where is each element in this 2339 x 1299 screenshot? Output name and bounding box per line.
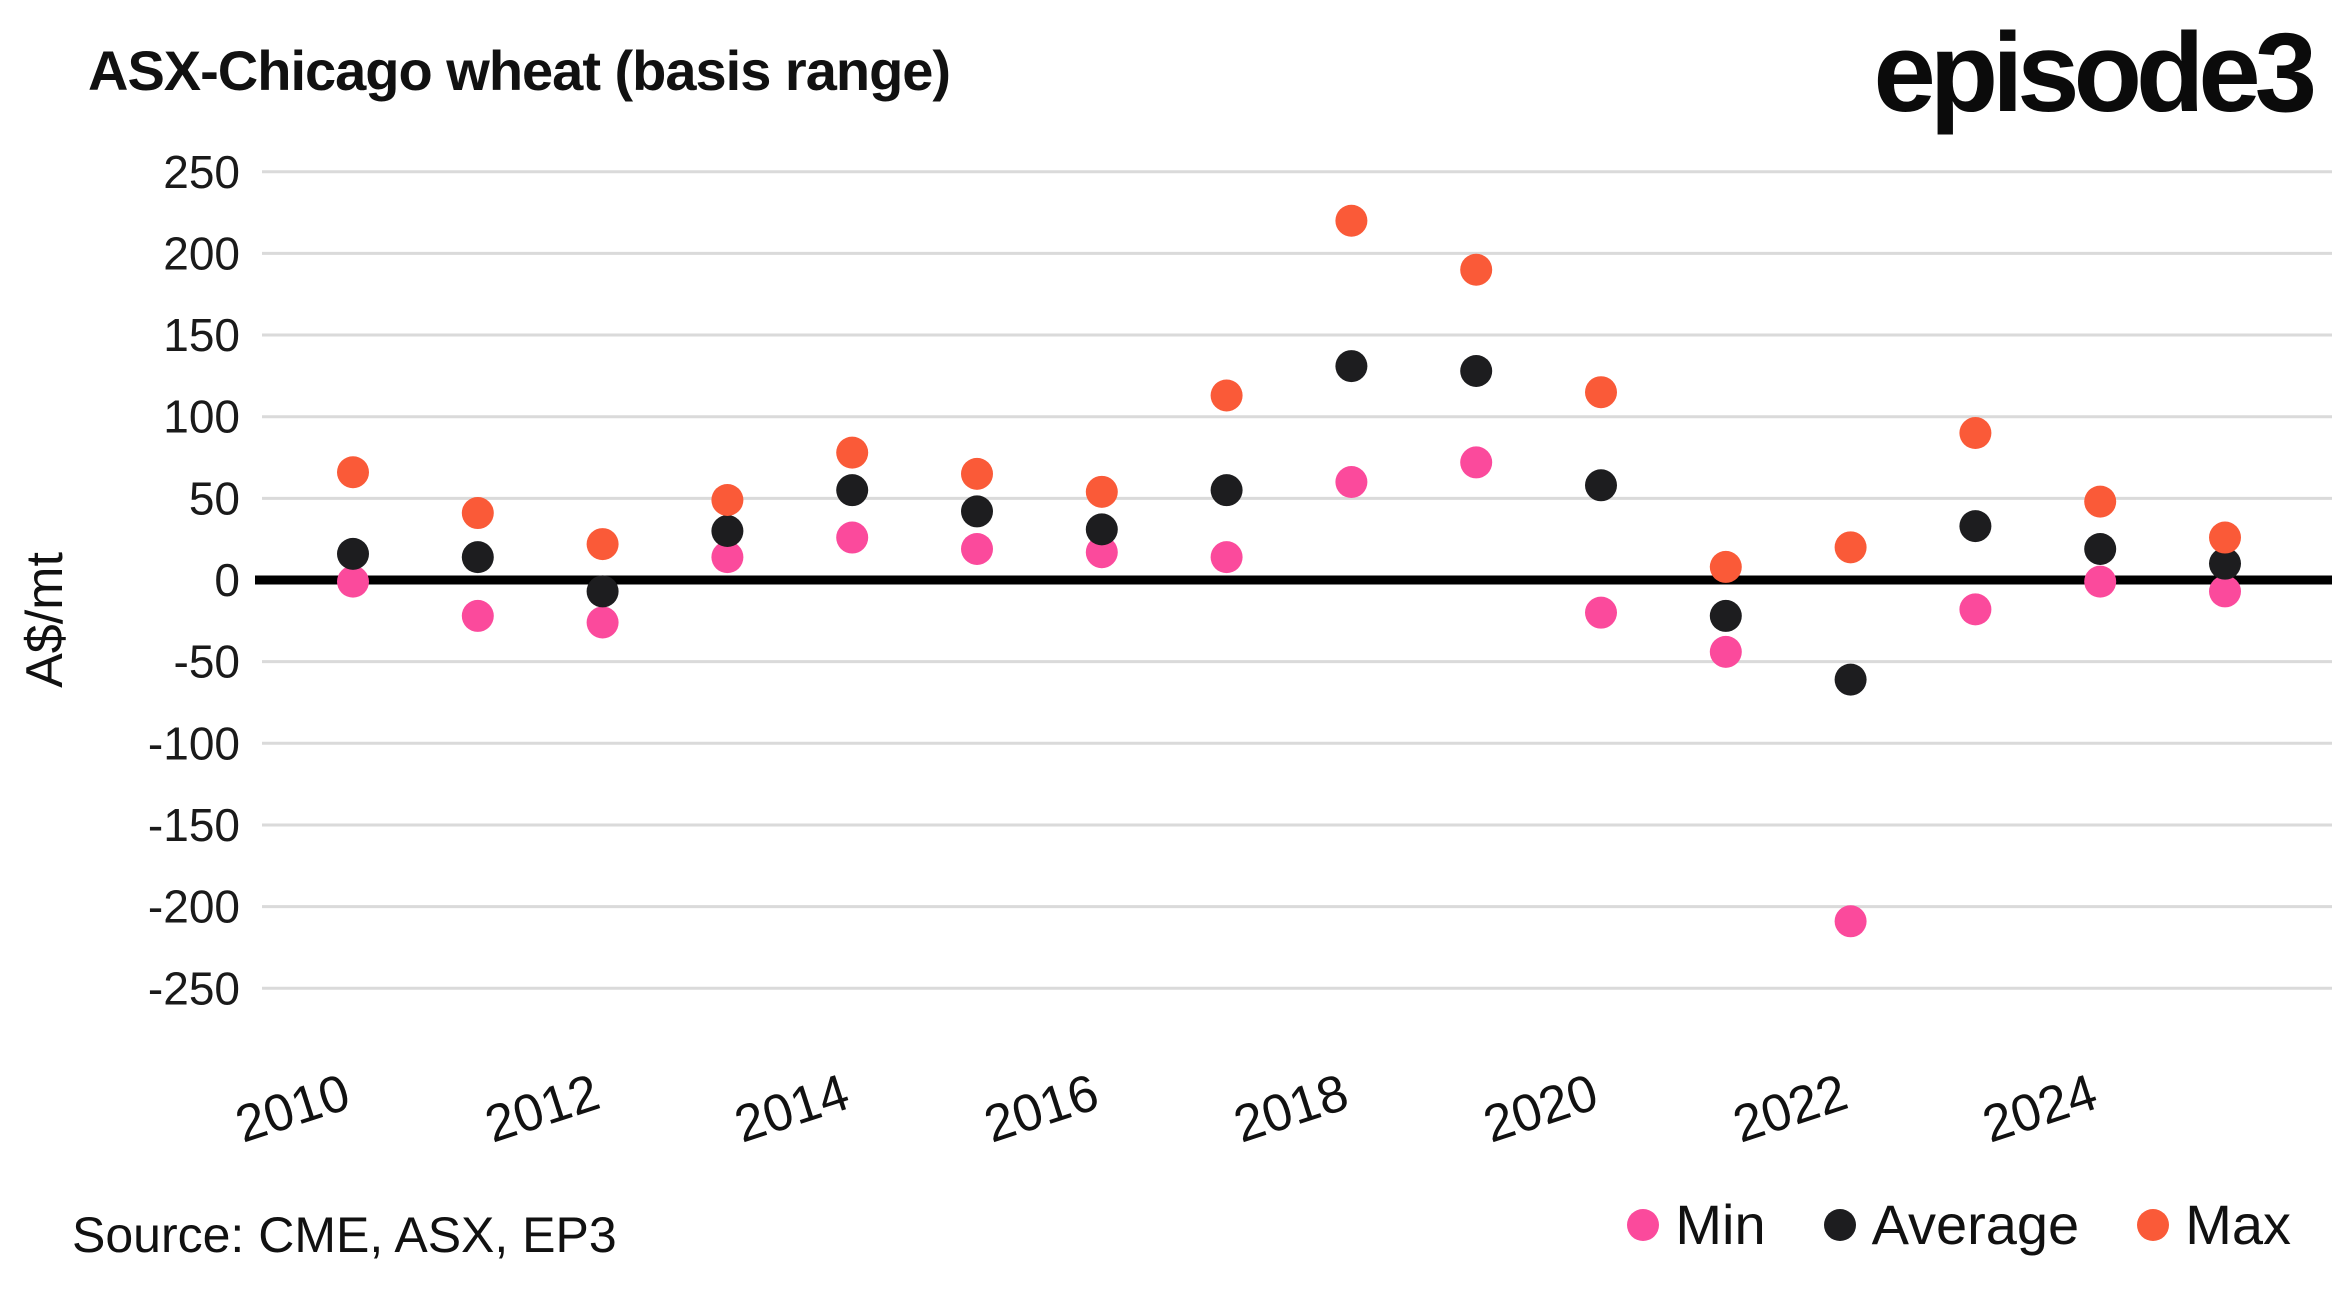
dot-min-2023 bbox=[1959, 593, 1992, 626]
dot-min-2016 bbox=[1085, 536, 1118, 569]
dot-average-2019 bbox=[1460, 354, 1493, 387]
dot-max-2024 bbox=[2084, 485, 2117, 518]
dot-average-2024 bbox=[2084, 532, 2117, 565]
dot-max-2025 bbox=[2209, 521, 2241, 554]
episode3-logo: episode3 bbox=[1873, 10, 2317, 135]
dot-average-2020 bbox=[1585, 469, 1617, 502]
dot-average-2018 bbox=[1335, 350, 1368, 383]
source-note: Source: CME, ASX, EP3 bbox=[72, 1207, 617, 1263]
dot-min-2020 bbox=[1585, 596, 1617, 629]
dot-average-2021 bbox=[1709, 599, 1742, 632]
legend-dot-min bbox=[1627, 1208, 1660, 1241]
y-tick-label-100: 100 bbox=[163, 391, 240, 443]
dot-max-2012 bbox=[586, 528, 619, 561]
y-tick-label-50: 50 bbox=[189, 472, 240, 524]
legend-label-min: Min bbox=[1675, 1193, 1766, 1256]
y-tick-label-200: 200 bbox=[163, 227, 240, 279]
x-tick-label-2014: 2014 bbox=[728, 1063, 856, 1154]
dot-min-2021 bbox=[1709, 635, 1742, 668]
y-tick-label-150: 150 bbox=[163, 309, 240, 361]
dot-average-2016 bbox=[1085, 513, 1118, 546]
dot-average-2013 bbox=[711, 515, 744, 548]
dot-max-2010 bbox=[337, 456, 369, 489]
legend-dot-average bbox=[1823, 1208, 1856, 1241]
x-tick-label-2016: 2016 bbox=[978, 1063, 1106, 1154]
dot-average-2023 bbox=[1959, 510, 1992, 543]
dot-average-2015 bbox=[961, 495, 993, 528]
dot-min-2022 bbox=[1834, 905, 1867, 938]
dot-min-2012 bbox=[586, 606, 619, 639]
dot-min-2010 bbox=[337, 565, 369, 598]
legend: Min Average Max bbox=[1627, 1192, 2291, 1257]
x-tick-label-2018: 2018 bbox=[1227, 1063, 1355, 1154]
legend-item-max: Max bbox=[2137, 1192, 2291, 1257]
dot-max-2021 bbox=[1709, 550, 1742, 583]
y-axis-label: A$/mt bbox=[16, 552, 74, 688]
dot-max-2014 bbox=[836, 436, 869, 469]
y-tick-label-250: 250 bbox=[163, 146, 240, 198]
legend-dot-max bbox=[2137, 1208, 2170, 1241]
dot-average-2017 bbox=[1210, 474, 1243, 507]
x-tick-label-2024: 2024 bbox=[1976, 1063, 2104, 1154]
y-tick-label--150: -150 bbox=[148, 799, 240, 851]
dot-min-2013 bbox=[711, 541, 744, 574]
dot-max-2022 bbox=[1834, 531, 1867, 564]
legend-item-min: Min bbox=[1627, 1192, 1766, 1257]
y-tick-label--200: -200 bbox=[148, 881, 240, 933]
y-tick-label--250: -250 bbox=[148, 962, 240, 1014]
dot-average-2010 bbox=[337, 537, 369, 570]
x-tick-label-2020: 2020 bbox=[1477, 1063, 1605, 1154]
dot-max-2023 bbox=[1959, 417, 1992, 450]
dot-average-2012 bbox=[586, 575, 619, 608]
y-tick-label--50: -50 bbox=[174, 636, 240, 688]
dot-max-2019 bbox=[1460, 253, 1493, 286]
y-tick-label-0: 0 bbox=[214, 554, 240, 606]
x-tick-label-2022: 2022 bbox=[1726, 1063, 1854, 1154]
dot-min-2014 bbox=[836, 521, 869, 554]
legend-item-average: Average bbox=[1823, 1192, 2080, 1257]
dot-max-2016 bbox=[1085, 475, 1118, 508]
x-tick-label-2012: 2012 bbox=[478, 1063, 606, 1154]
dot-max-2020 bbox=[1585, 376, 1617, 409]
dot-min-2025 bbox=[2209, 575, 2241, 608]
dot-max-2017 bbox=[1210, 379, 1243, 412]
page-title: ASX-Chicago wheat (basis range) bbox=[88, 39, 951, 102]
dot-min-2011 bbox=[461, 599, 494, 632]
dot-min-2018 bbox=[1335, 466, 1368, 499]
dot-min-2015 bbox=[961, 532, 993, 565]
legend-label-max: Max bbox=[2185, 1193, 2291, 1256]
x-tick-label-2010: 2010 bbox=[229, 1063, 357, 1154]
dot-max-2018 bbox=[1335, 204, 1368, 237]
dot-max-2015 bbox=[961, 457, 993, 490]
dot-min-2019 bbox=[1460, 446, 1493, 479]
dot-max-2011 bbox=[461, 497, 494, 530]
dot-min-2017 bbox=[1210, 541, 1243, 574]
dot-average-2011 bbox=[461, 541, 494, 574]
legend-label-average: Average bbox=[1871, 1193, 2080, 1256]
dot-average-2014 bbox=[836, 474, 869, 507]
dot-min-2024 bbox=[2084, 565, 2117, 598]
dot-average-2022 bbox=[1834, 663, 1867, 696]
dot-average-2025 bbox=[2209, 547, 2241, 580]
y-tick-label--100: -100 bbox=[148, 717, 240, 769]
dot-max-2013 bbox=[711, 483, 744, 516]
